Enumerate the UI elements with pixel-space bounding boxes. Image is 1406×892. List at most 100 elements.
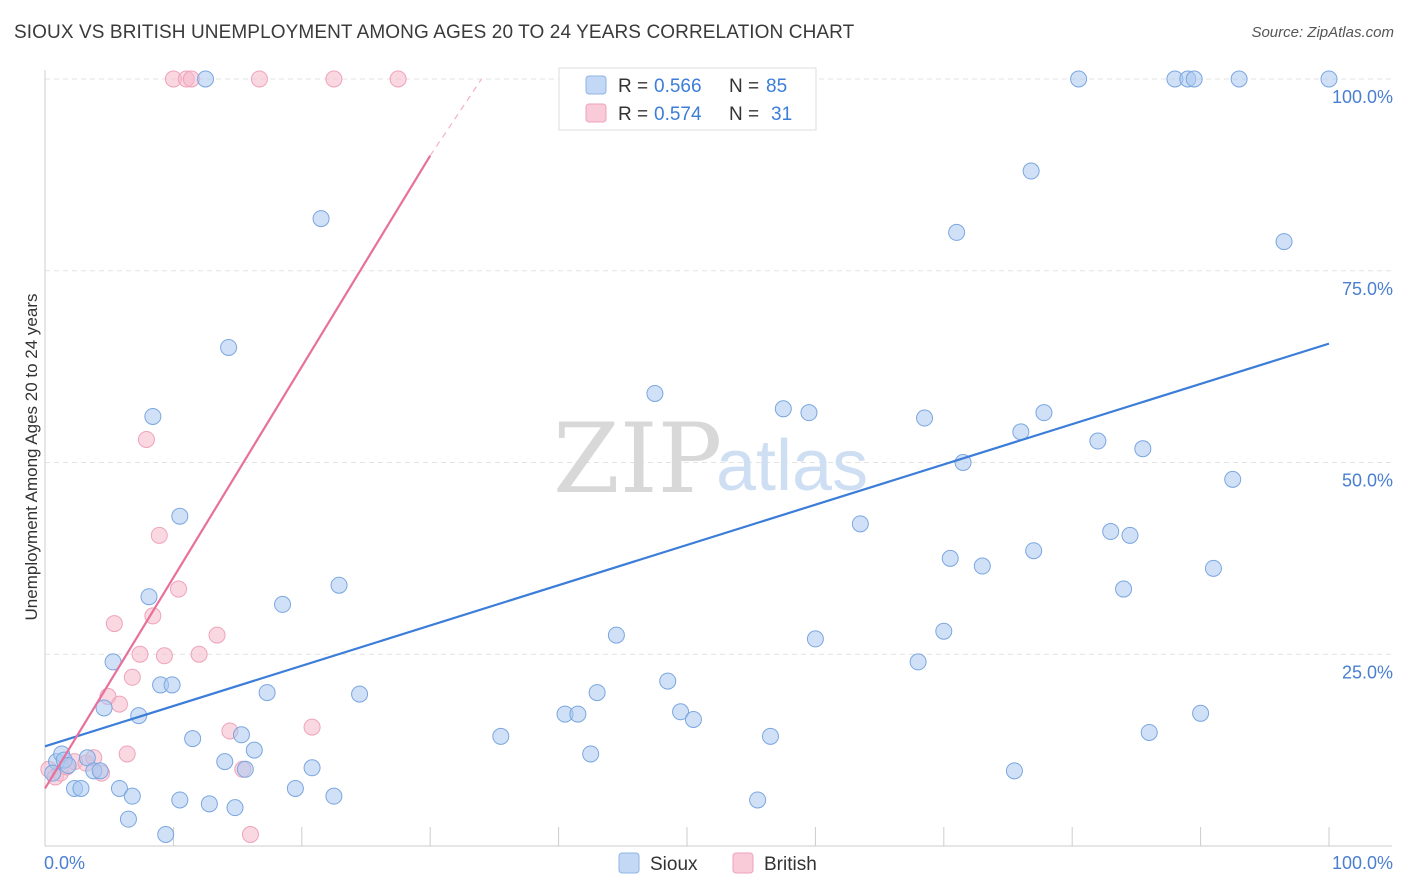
sioux-point-65 bbox=[1035, 404, 1053, 422]
sioux-point-76 bbox=[1192, 704, 1210, 722]
sioux-point-64 bbox=[1025, 542, 1043, 560]
sioux-points bbox=[44, 70, 1338, 843]
sioux-point-41 bbox=[582, 745, 600, 763]
sioux-point-54 bbox=[909, 653, 927, 671]
sioux-point-37 bbox=[351, 685, 369, 703]
sioux-point-44 bbox=[646, 384, 664, 402]
x-ticks bbox=[44, 827, 1330, 846]
sioux-point-78 bbox=[1224, 470, 1242, 488]
sioux-point-11 bbox=[119, 810, 137, 828]
sioux-bottom-label[interactable]: Sioux bbox=[650, 854, 698, 875]
sioux-point-55 bbox=[916, 409, 934, 427]
sioux-point-48 bbox=[749, 791, 767, 809]
x-tick-label-min: 0.0% bbox=[44, 853, 85, 873]
grid-layer bbox=[45, 78, 1392, 655]
sioux-point-25 bbox=[220, 338, 238, 356]
sioux-point-32 bbox=[286, 779, 304, 797]
sioux-point-28 bbox=[236, 760, 254, 778]
british-point-27 bbox=[182, 70, 200, 88]
sioux-point-10 bbox=[110, 779, 128, 797]
y-tick-label-50: 50.0% bbox=[1342, 471, 1393, 491]
sioux-point-69 bbox=[1115, 580, 1133, 598]
british-bottom-swatch[interactable] bbox=[732, 852, 754, 874]
sioux-n-value: 85 bbox=[766, 76, 787, 97]
sioux-point-22 bbox=[197, 70, 214, 88]
x-tick-label-max: 100.0% bbox=[1332, 853, 1393, 873]
british-point-29 bbox=[325, 70, 343, 88]
british-point-20 bbox=[208, 626, 226, 644]
british-n-label: N = bbox=[729, 104, 759, 125]
sioux-point-38 bbox=[492, 727, 510, 745]
watermark-atlas: atlas bbox=[716, 426, 868, 506]
y-tick-label-100: 100.0% bbox=[1332, 87, 1393, 107]
sioux-point-45 bbox=[659, 672, 677, 690]
sioux-point-70 bbox=[1121, 526, 1139, 544]
y-axis-label: Unemployment Among Ages 20 to 24 years bbox=[22, 294, 41, 621]
sioux-point-63 bbox=[1022, 162, 1040, 180]
sioux-point-56 bbox=[935, 622, 953, 640]
sioux-legend-swatch bbox=[585, 75, 607, 95]
source-label: Source: ZipAtlas.com bbox=[1251, 24, 1394, 41]
sioux-n-label: N = bbox=[729, 76, 759, 97]
sioux-point-52 bbox=[806, 630, 824, 648]
sioux-point-71 bbox=[1134, 440, 1152, 458]
sioux-point-15 bbox=[144, 407, 162, 425]
sioux-point-79 bbox=[1230, 70, 1248, 88]
british-point-10 bbox=[110, 695, 128, 713]
sioux-point-21 bbox=[184, 730, 202, 748]
sioux-point-67 bbox=[1089, 432, 1107, 450]
sioux-point-31 bbox=[274, 595, 292, 613]
british-trend-extension bbox=[429, 78, 483, 157]
sioux-point-12 bbox=[123, 787, 141, 805]
sioux-point-68 bbox=[1102, 523, 1120, 541]
british-point-9 bbox=[105, 615, 123, 633]
chart-title: SIOUX VS BRITISH UNEMPLOYMENT AMONG AGES… bbox=[14, 22, 855, 43]
sioux-point-19 bbox=[171, 791, 189, 809]
sioux-point-35 bbox=[325, 787, 343, 805]
sioux-point-29 bbox=[245, 741, 263, 759]
sioux-point-7 bbox=[91, 762, 109, 780]
trend-lines bbox=[44, 78, 1330, 790]
british-point-24 bbox=[303, 718, 321, 736]
sioux-bottom-swatch[interactable] bbox=[618, 852, 640, 874]
sioux-point-43 bbox=[607, 626, 625, 644]
sioux-point-60 bbox=[973, 557, 991, 575]
sioux-point-50 bbox=[774, 400, 792, 418]
sioux-point-8 bbox=[95, 699, 113, 717]
british-point-14 bbox=[137, 430, 155, 448]
sioux-point-42 bbox=[588, 684, 606, 702]
sioux-point-72 bbox=[1140, 723, 1158, 741]
watermark-zip: ZIP bbox=[553, 403, 722, 515]
sioux-point-18 bbox=[163, 676, 181, 694]
sioux-point-33 bbox=[303, 759, 321, 777]
sioux-point-80 bbox=[1275, 233, 1293, 251]
sioux-point-34 bbox=[312, 210, 330, 228]
sioux-point-24 bbox=[216, 753, 234, 771]
sioux-r-value: 0.566 bbox=[654, 76, 702, 97]
sioux-trend-line bbox=[44, 342, 1330, 748]
sioux-point-58 bbox=[948, 223, 966, 241]
sioux-point-66 bbox=[1070, 70, 1088, 88]
sioux-point-4 bbox=[72, 779, 90, 797]
sioux-point-36 bbox=[330, 576, 348, 594]
sioux-point-75 bbox=[1185, 70, 1203, 88]
british-bottom-label[interactable]: British bbox=[764, 854, 817, 875]
sioux-point-17 bbox=[157, 825, 175, 843]
sioux-point-61 bbox=[1005, 762, 1023, 780]
sioux-point-40 bbox=[569, 705, 587, 723]
british-point-23 bbox=[241, 825, 259, 843]
sioux-point-51 bbox=[800, 404, 818, 422]
british-point-18 bbox=[170, 580, 188, 598]
sioux-point-27 bbox=[232, 726, 250, 744]
british-trend-line bbox=[44, 155, 432, 790]
stats-legend: R = 0.566 N = 85 R = 0.574 N = 31 bbox=[558, 67, 817, 131]
sioux-point-57 bbox=[941, 549, 959, 567]
british-n-value: 31 bbox=[771, 104, 792, 125]
british-point-30 bbox=[389, 70, 407, 88]
british-points bbox=[40, 70, 407, 843]
y-tick-label-25: 25.0% bbox=[1342, 662, 1393, 682]
sioux-r-label: R = bbox=[618, 76, 648, 97]
sioux-point-53 bbox=[851, 515, 869, 533]
sioux-point-77 bbox=[1204, 559, 1222, 577]
